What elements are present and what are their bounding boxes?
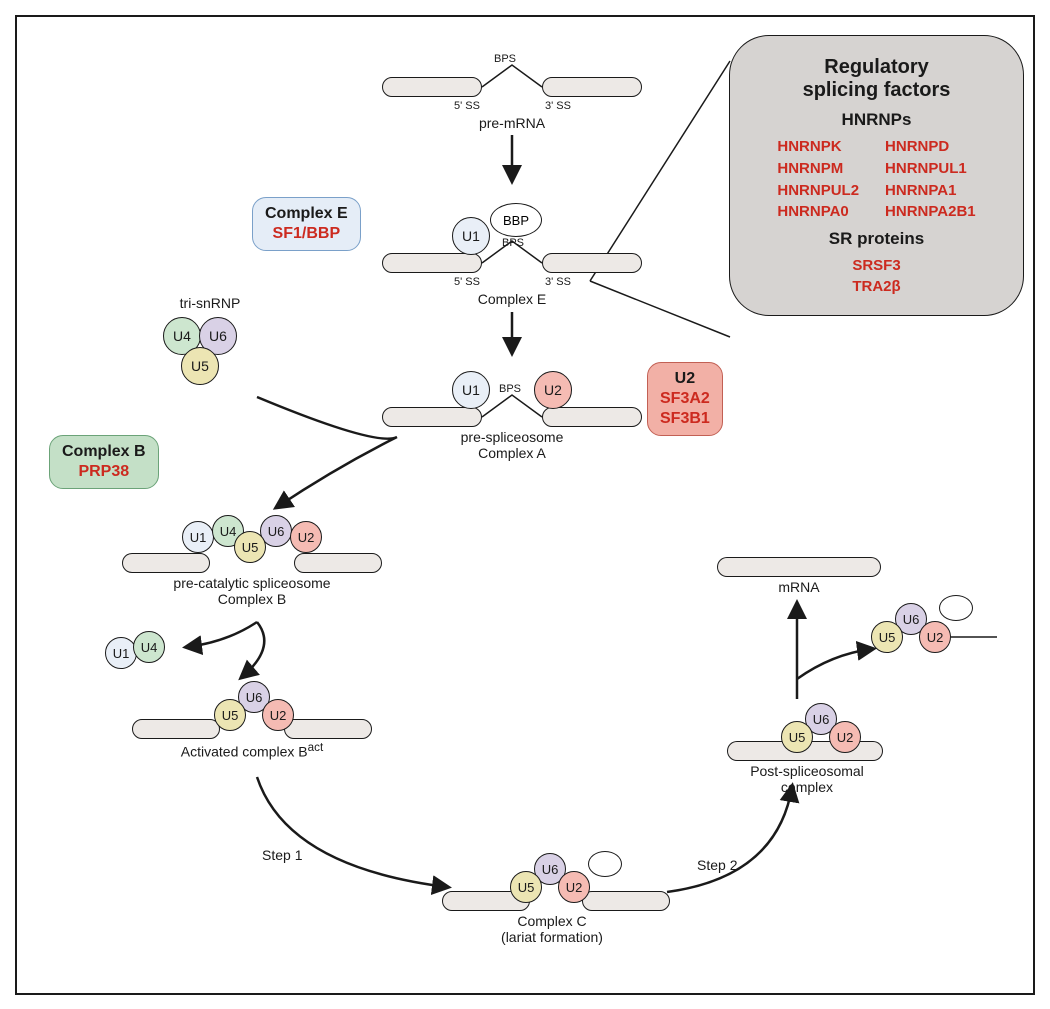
u1-a: U1: [452, 371, 490, 409]
ss3-label: 3' SS: [545, 100, 571, 112]
u1-e: U1: [452, 217, 490, 255]
arrow-5: [227, 767, 487, 907]
u1-released: U1: [105, 637, 137, 669]
lariat-loop-rel: [939, 595, 973, 621]
mrna-label: mRNA: [717, 579, 881, 595]
sr-list: SRSF3 TRA2β: [752, 255, 1001, 297]
hnrnp-right: HNRNPD HNRNPUL1 HNRNPA1 HNRNPA2B1: [885, 136, 976, 223]
regulatory-panel: Regulatory splicing factors HNRNPs HNRNP…: [729, 35, 1024, 316]
tri-label: tri-snRNP: [155, 295, 265, 311]
post-label: Post-spliceosomalcomplex: [707, 763, 907, 795]
lariat-c: [588, 851, 622, 877]
arrow-2: [502, 312, 532, 367]
box-u2-r1: SF3A2: [660, 389, 710, 409]
u5-b: U5: [234, 531, 266, 563]
u5-c: U5: [510, 871, 542, 903]
box-u2-title: U2: [660, 369, 710, 389]
hnrnp-left: HNRNPK HNRNPM HNRNPUL2 HNRNPA0: [777, 136, 859, 223]
u5-bact: U5: [214, 699, 246, 731]
complex-a-label: pre-spliceosomeComplex A: [382, 429, 642, 461]
hnrnp-header: HNRNPs: [752, 110, 1001, 130]
box-complex-e: Complex E SF1/BBP: [252, 197, 361, 251]
step2-label: Step 2: [697, 857, 737, 873]
u2-post: U2: [829, 721, 861, 753]
u1-b: U1: [182, 521, 214, 553]
u4-released: U4: [133, 631, 165, 663]
panel-title: Regulatory splicing factors: [752, 56, 1001, 102]
step1-label: Step 1: [262, 847, 302, 863]
bps-label: BPS: [494, 53, 516, 65]
u5-post: U5: [781, 721, 813, 753]
complex-c-label: Complex C(lariat formation): [432, 913, 672, 945]
box-b-red: PRP38: [62, 462, 146, 482]
u2-a: U2: [534, 371, 572, 409]
hnrnp-columns: HNRNPK HNRNPM HNRNPUL2 HNRNPA0 HNRNPD HN…: [752, 136, 1001, 223]
u5-tri: U5: [181, 347, 219, 385]
complex-e-label: Complex E: [382, 291, 642, 307]
u2-b: U2: [290, 521, 322, 553]
bps-label-e: BPS: [502, 237, 524, 249]
u2-bact: U2: [262, 699, 294, 731]
box-u2-r2: SF3B1: [660, 409, 710, 429]
u2-rel: U2: [919, 621, 951, 653]
bact-label: Activated complex Bact: [132, 741, 372, 760]
box-e-red: SF1/BBP: [265, 224, 348, 244]
box-u2: U2 SF3A2 SF3B1: [647, 362, 723, 436]
u5-rel: U5: [871, 621, 903, 653]
box-e-title: Complex E: [265, 204, 348, 224]
pre-mrna-label: pre-mRNA: [382, 115, 642, 131]
box-complex-b: Complex B PRP38: [49, 435, 159, 489]
arrow-4: [147, 617, 327, 697]
arrow-7: [762, 589, 922, 709]
bps-a: BPS: [499, 383, 521, 395]
arrow-1: [502, 135, 532, 195]
ss5-label: 5' SS: [454, 100, 480, 112]
u2-c: U2: [558, 871, 590, 903]
ss3-e: 3' SS: [545, 276, 571, 288]
sr-header: SR proteins: [752, 229, 1001, 249]
complex-b-label: pre-catalytic spliceosomeComplex B: [122, 575, 382, 607]
ss5-e: 5' SS: [454, 276, 480, 288]
diagram-frame: Regulatory splicing factors HNRNPs HNRNP…: [15, 15, 1035, 995]
box-b-title: Complex B: [62, 442, 146, 462]
bbp-ellipse: BBP: [490, 203, 542, 237]
